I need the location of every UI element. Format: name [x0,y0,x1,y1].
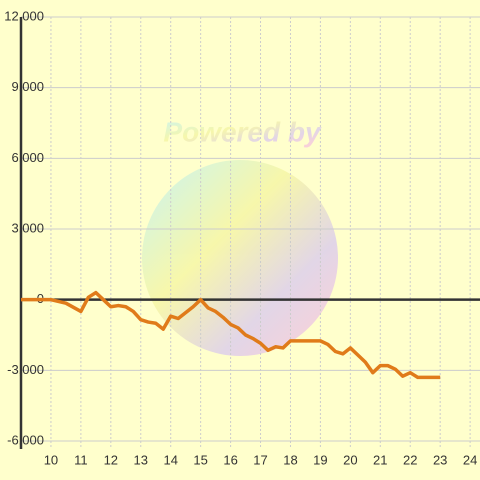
y-tick-label: 3,000 [11,220,44,235]
x-tick-label: 17 [253,452,267,467]
x-tick-label: 16 [223,452,237,467]
x-tick-label: 22 [403,452,417,467]
x-tick-label: 13 [134,452,148,467]
y-tick-label: 12,000 [4,8,44,23]
x-tick-label: 19 [313,452,327,467]
y-tick-label: -6,000 [7,432,44,447]
x-tick-label: 23 [433,452,447,467]
x-tick-label: 18 [283,452,297,467]
y-tick-label: 6,000 [11,150,44,165]
data-line [21,290,441,380]
x-tick-label: 10 [44,452,58,467]
x-tick-label: 21 [373,452,387,467]
x-tick-label: 15 [193,452,207,467]
x-tick-label: 11 [74,452,88,467]
x-tick-label: 12 [104,452,118,467]
x-tick-label: 14 [163,452,177,467]
y-tick-label: 9,000 [11,79,44,94]
y-tick-label: -3,000 [7,362,44,377]
watermark-text: Powered by [163,116,322,147]
x-tick-label: 20 [343,452,357,467]
watermark-circle [142,160,338,356]
x-tick-label: 24 [463,452,477,467]
